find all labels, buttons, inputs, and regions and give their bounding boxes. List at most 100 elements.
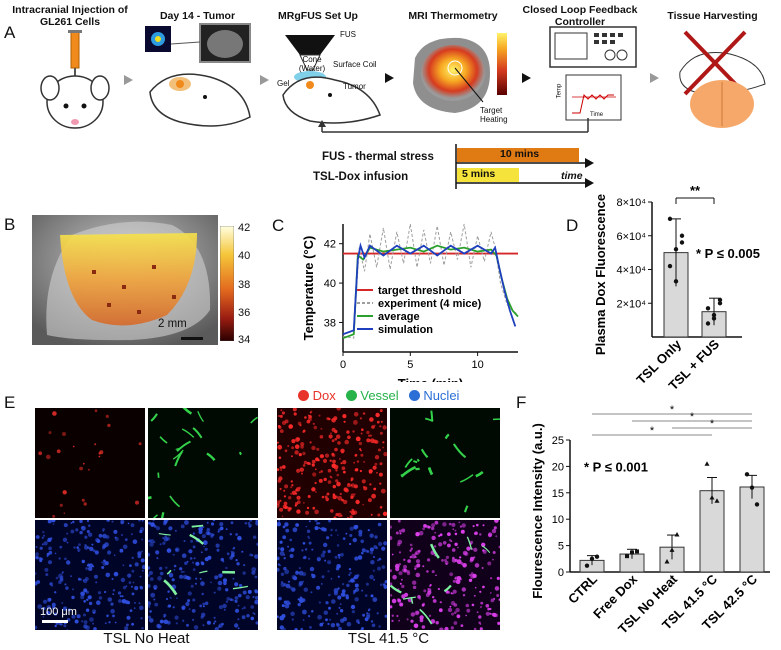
cell-speck — [202, 605, 205, 608]
cell-speck — [135, 500, 139, 505]
cell-speck — [389, 605, 393, 609]
cell-speck — [78, 577, 81, 581]
cell-speck — [383, 541, 388, 546]
cell-speck — [120, 519, 125, 524]
cell-speck — [349, 571, 352, 575]
cell-speck — [413, 623, 419, 629]
cell-speck — [363, 461, 365, 463]
cell-speck — [357, 621, 360, 624]
cell-speck — [82, 462, 85, 465]
cell-speck — [111, 520, 114, 523]
cell-speck — [401, 528, 406, 533]
vessel-segment — [197, 410, 205, 423]
cell-speck — [322, 622, 324, 625]
cell-speck — [377, 559, 379, 562]
cell-speck — [79, 466, 83, 471]
cell-speck — [174, 547, 180, 553]
cell-speck — [276, 441, 279, 444]
cell-speck — [438, 608, 443, 613]
cell-speck — [137, 551, 142, 556]
cell-speck — [308, 615, 311, 618]
cell-speck — [359, 417, 362, 420]
cell-speck — [168, 526, 173, 531]
cell-speck — [111, 578, 114, 580]
panel-label-a: A — [4, 23, 16, 42]
cell-speck — [298, 581, 304, 586]
cell-speck — [368, 434, 371, 437]
cell-speck — [360, 539, 364, 544]
vessel-segment — [419, 608, 433, 625]
data-point — [664, 558, 670, 564]
data-point — [630, 550, 634, 555]
cell-speck — [237, 604, 240, 607]
cell-speck — [422, 602, 426, 606]
cell-speck — [346, 430, 350, 434]
step-title-controller: Closed Loop Feedback Controller — [522, 4, 638, 28]
cell-speck — [337, 441, 341, 445]
cell-speck — [214, 620, 217, 623]
cell-speck — [282, 535, 287, 540]
cell-speck — [482, 524, 485, 527]
cell-speck — [293, 412, 297, 416]
cell-speck — [280, 469, 283, 471]
vessel-segment — [429, 543, 440, 559]
data-point — [717, 301, 723, 306]
cell-speck — [360, 432, 363, 435]
cell-speck — [122, 544, 128, 550]
cell-speck — [371, 493, 376, 499]
cell-speck — [377, 566, 381, 571]
data-point — [714, 498, 720, 503]
cell-speck — [307, 535, 310, 538]
cell-speck — [279, 499, 282, 502]
cell-speck — [219, 535, 224, 540]
cell-speck — [281, 614, 286, 618]
cell-speck — [476, 523, 479, 527]
cell-speck — [371, 623, 376, 628]
cell-speck — [435, 621, 439, 625]
cell-speck — [298, 571, 301, 574]
cell-speck — [150, 577, 154, 581]
cell-speck — [318, 471, 321, 474]
cell-speck — [192, 561, 195, 564]
cell-speck — [369, 434, 373, 437]
cell-speck — [113, 554, 116, 556]
cell-speck — [330, 623, 336, 628]
cell-speck — [341, 466, 346, 471]
cell-speck — [206, 521, 209, 524]
cell-speck — [363, 486, 368, 491]
cell-speck — [81, 526, 84, 529]
data-point — [704, 461, 710, 466]
cell-speck — [397, 519, 401, 523]
temperature-chart: 38 40 42 0 5 10 Time (min) Temperature (°C) targ… — [301, 223, 519, 382]
cell-speck — [321, 527, 326, 532]
cell-speck — [470, 574, 475, 579]
cell-speck — [33, 625, 38, 630]
vessel-segment — [413, 460, 418, 464]
cell-speck — [243, 606, 246, 609]
cell-speck — [341, 450, 344, 454]
cell-speck — [396, 614, 399, 618]
cell-speck — [63, 523, 68, 528]
cell-speck — [362, 503, 365, 506]
y-tick-label: 20 — [552, 461, 564, 473]
cell-speck — [104, 622, 107, 625]
cell-speck — [335, 512, 339, 517]
cell-speck — [320, 553, 325, 558]
cell-speck — [229, 533, 232, 536]
cell-speck — [222, 578, 228, 583]
cell-speck — [39, 557, 42, 561]
cell-speck — [84, 535, 88, 539]
cell-speck — [398, 563, 401, 566]
cell-speck — [398, 529, 402, 533]
cell-speck — [297, 602, 301, 607]
legend-label-0: target threshold — [378, 285, 462, 297]
cell-speck — [447, 607, 453, 613]
cell-speck — [71, 595, 75, 600]
cell-speck — [442, 541, 447, 545]
cell-speck — [104, 542, 109, 547]
cell-speck — [87, 468, 90, 471]
cell-speck — [193, 625, 199, 630]
cell-speck — [281, 465, 286, 469]
cell-speck — [51, 602, 56, 607]
cell-speck — [255, 519, 258, 523]
